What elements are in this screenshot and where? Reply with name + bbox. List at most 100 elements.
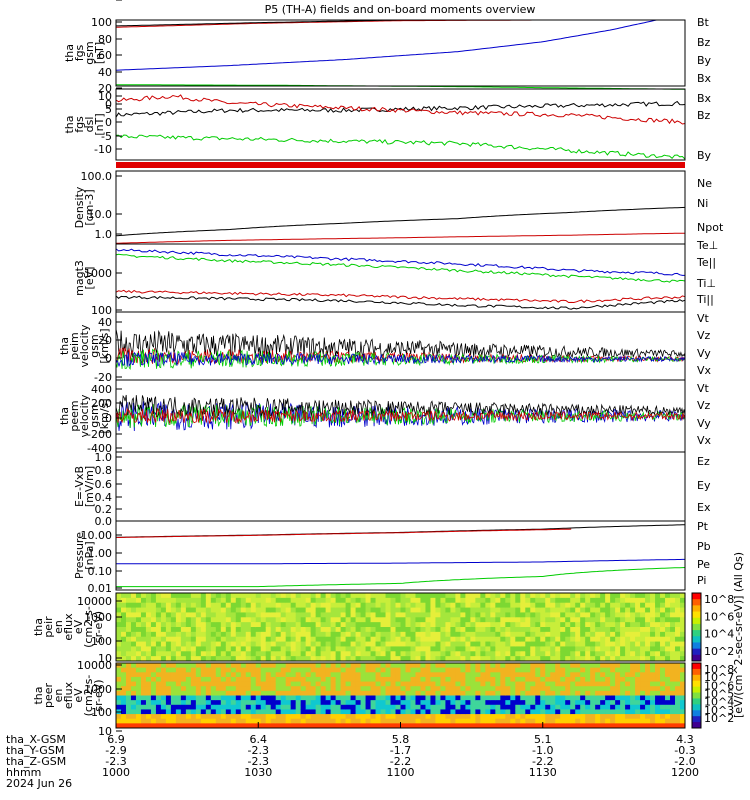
legend-by: By [697, 149, 712, 162]
heatmap-cell [610, 676, 616, 683]
heatmap-cell [280, 646, 287, 652]
heatmap-cell [470, 646, 476, 652]
heatmap-cell [210, 695, 217, 701]
heatmap-cell [230, 622, 237, 628]
heatmap-cell [420, 663, 426, 669]
heatmap-cell [155, 667, 162, 673]
heatmap-cell [135, 695, 142, 701]
heatmap-cell [570, 627, 576, 633]
y-tick-label: 0.10 [88, 565, 113, 578]
heatmap-cell [510, 651, 516, 657]
heatmap-cell [600, 709, 606, 715]
heatmap-cell [495, 636, 501, 643]
heatmap-cell [390, 681, 397, 687]
heatmap-cell [595, 656, 601, 662]
heatmap-cell [320, 681, 327, 687]
heatmap-cell [655, 597, 661, 604]
heatmap-cell [405, 667, 411, 673]
heatmap-cell [125, 612, 132, 618]
heatmap-cell [350, 612, 357, 618]
heatmap-cell [465, 617, 471, 623]
heatmap-cell [455, 681, 461, 687]
heatmap-cell [500, 627, 506, 633]
heatmap-cell [240, 602, 247, 609]
heatmap-cell [160, 627, 167, 633]
heatmap-cell [465, 690, 471, 696]
heatmap-cell [170, 686, 177, 692]
heatmap-cell [670, 723, 676, 729]
heatmap-cell [545, 641, 551, 647]
heatmap-cell [460, 667, 466, 673]
y-axis-label: fgs [73, 116, 86, 133]
heatmap-cell [190, 672, 197, 678]
heatmap-cell [170, 690, 177, 696]
heatmap-cell [560, 631, 566, 638]
heatmap-cell [295, 617, 302, 623]
heatmap-cell [565, 646, 571, 652]
panel-frame [115, 311, 686, 381]
heatmap-cell [440, 636, 446, 643]
heatmap-cell [165, 612, 172, 618]
heatmap-cell [205, 700, 212, 706]
heatmap-cell [355, 646, 362, 652]
heatmap-cell [225, 607, 232, 613]
heatmap-cell [285, 631, 292, 638]
heatmap-cell [680, 617, 686, 623]
heatmap-cell [135, 714, 142, 720]
heatmap-cell [570, 686, 576, 692]
heatmap-cell [495, 695, 501, 701]
heatmap-cell [650, 617, 656, 623]
heatmap-cell [355, 676, 362, 683]
heatmap-cell [170, 597, 177, 604]
heatmap-cell [500, 723, 506, 729]
heatmap-cell [195, 622, 202, 628]
heatmap-cell [410, 695, 416, 701]
heatmap-cell [485, 672, 491, 678]
y-axis-label: [nT] [93, 42, 106, 64]
heatmap-cell [600, 607, 606, 613]
heatmap-cell [235, 686, 242, 692]
heatmap-cell [570, 681, 576, 687]
heatmap-cell [380, 622, 387, 628]
heatmap-cell [610, 641, 616, 647]
heatmap-cell [160, 667, 167, 673]
heatmap-cell [205, 695, 212, 701]
heatmap-cell [215, 686, 222, 692]
heatmap-cell [255, 663, 262, 669]
heatmap-cell [440, 607, 446, 613]
heatmap-cell [140, 700, 147, 706]
heatmap-cell [185, 700, 192, 706]
heatmap-cell [670, 663, 676, 669]
heatmap-cell [500, 690, 506, 696]
heatmap-cell [620, 622, 626, 628]
heatmap-cell [116, 636, 122, 643]
heatmap-cell [605, 700, 611, 706]
heatmap-cell [190, 686, 197, 692]
heatmap-cell [680, 631, 686, 638]
heatmap-cell [590, 695, 596, 701]
heatmap-cell [385, 695, 392, 701]
heatmap-cell [665, 656, 671, 662]
heatmap-cell [116, 700, 122, 706]
heatmap-cell [660, 622, 666, 628]
colorbar-tick-label: 10^4 [704, 696, 734, 709]
heatmap-cell [410, 617, 416, 623]
heatmap-cell [580, 651, 586, 657]
heatmap-cell [140, 612, 147, 618]
heatmap-cell [370, 656, 377, 662]
heatmap-cell [525, 709, 531, 715]
heatmap-cell [440, 656, 446, 662]
heatmap-cell [520, 646, 526, 652]
heatmap-cell [635, 617, 641, 623]
heatmap-cell [380, 686, 387, 692]
heatmap-cell [200, 641, 207, 647]
heatmap-cell [190, 704, 197, 710]
heatmap-cell [390, 709, 397, 715]
heatmap-cell [385, 686, 392, 692]
heatmap-cell [145, 700, 152, 706]
heatmap-cell [475, 718, 481, 724]
heatmap-cell [320, 663, 327, 669]
heatmap-cell [570, 631, 576, 638]
heatmap-cell [295, 631, 302, 638]
heatmap-cell [590, 617, 596, 623]
